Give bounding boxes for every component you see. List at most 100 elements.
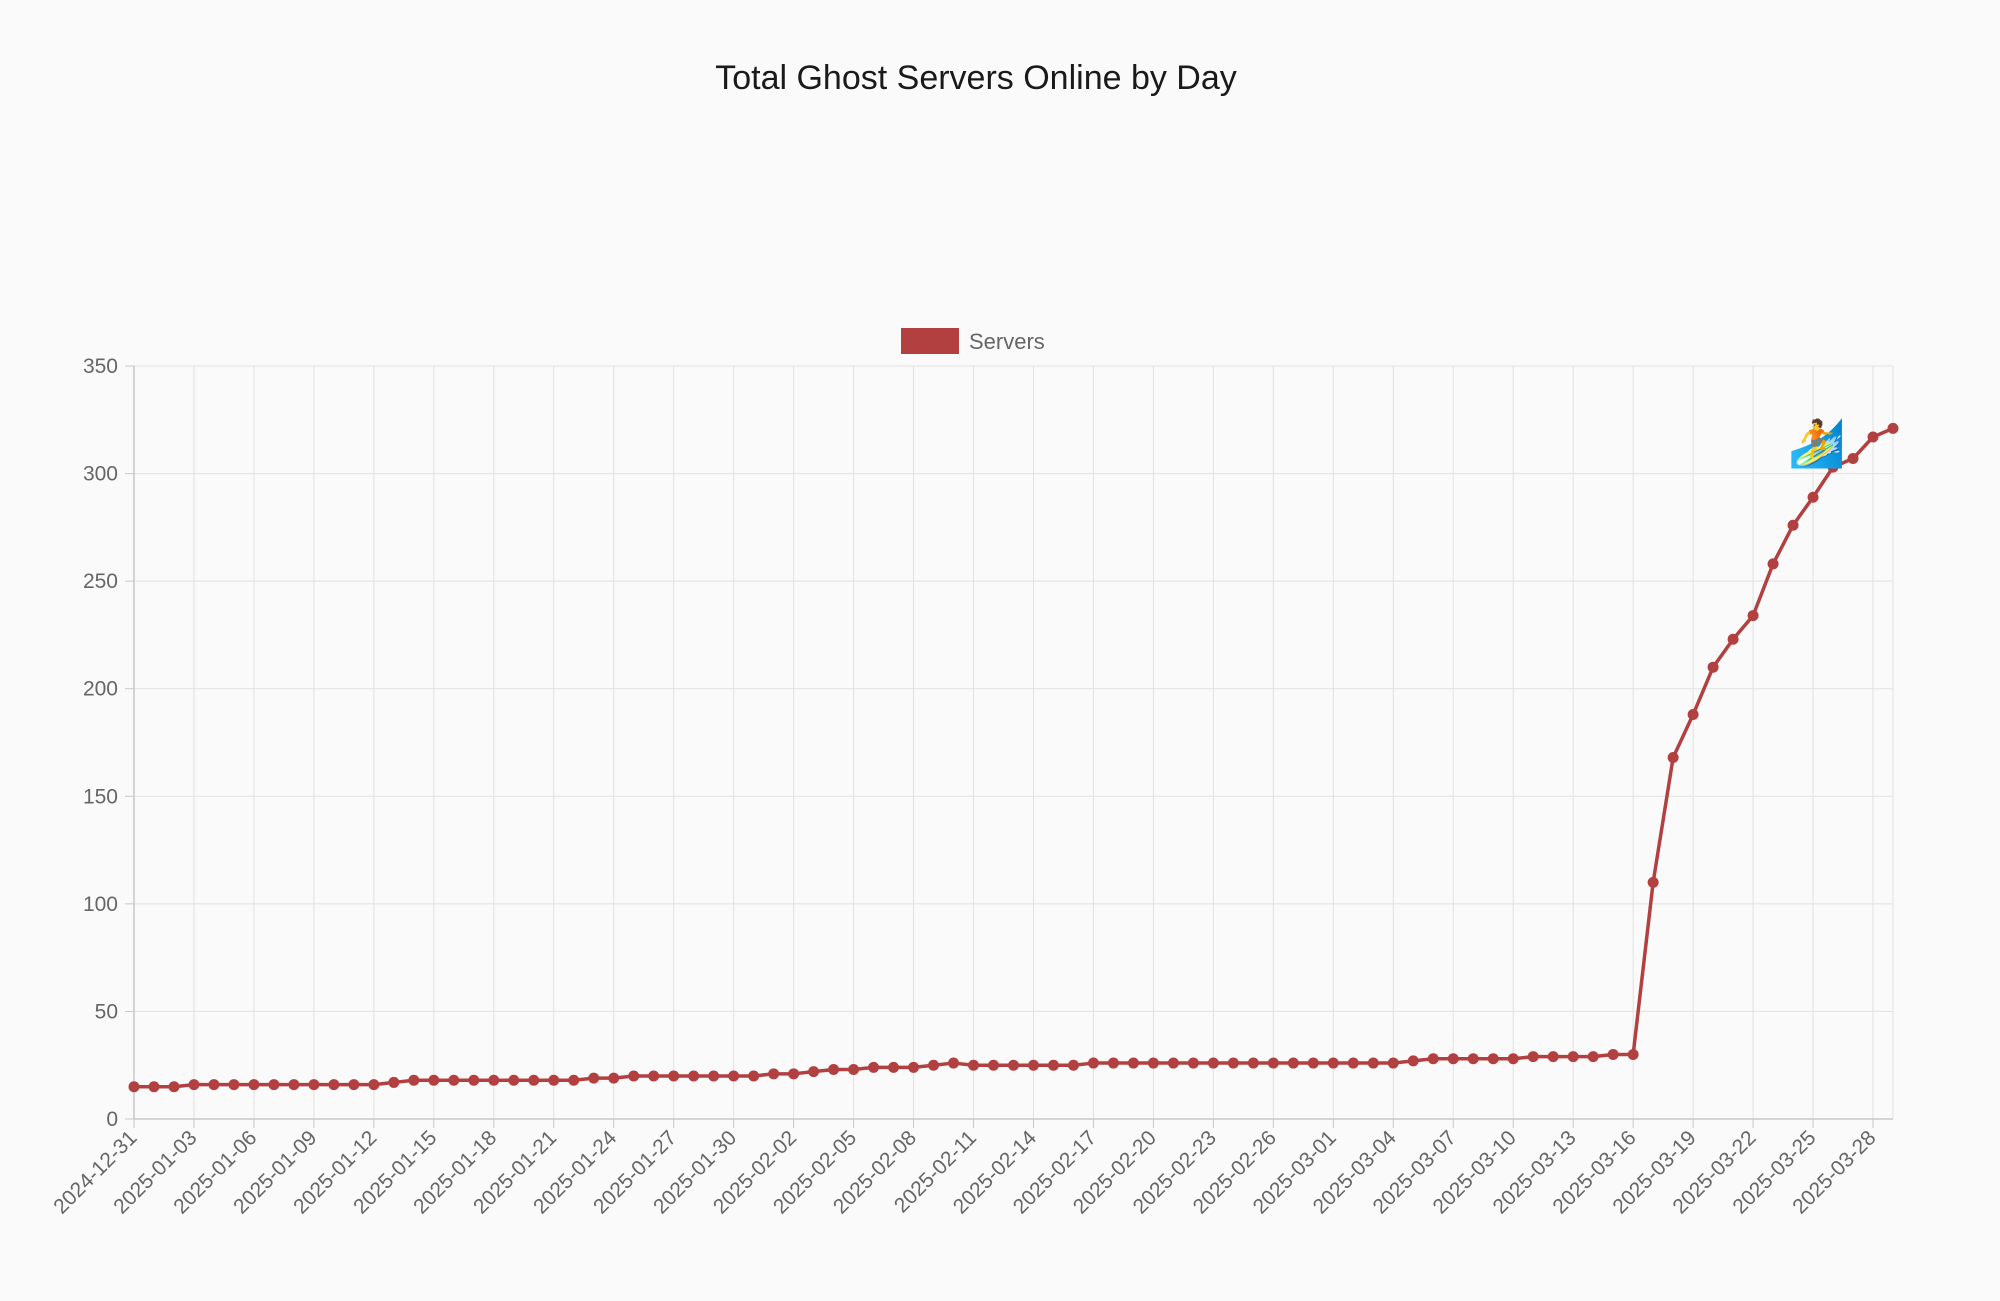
data-point[interactable]	[728, 1070, 740, 1082]
data-point[interactable]	[1247, 1057, 1259, 1069]
series-servers	[128, 422, 1899, 1093]
data-point[interactable]	[1347, 1057, 1359, 1069]
legend-label: Servers	[969, 329, 1045, 354]
y-tick-label: 350	[83, 355, 118, 378]
data-point[interactable]	[1367, 1057, 1379, 1069]
data-point[interactable]	[1847, 453, 1859, 465]
y-tick-label: 0	[106, 1108, 118, 1131]
data-point[interactable]	[1167, 1057, 1179, 1069]
data-point[interactable]	[1008, 1059, 1019, 1071]
data-point[interactable]	[388, 1076, 400, 1088]
data-point[interactable]	[128, 1081, 140, 1093]
data-point[interactable]	[1047, 1059, 1059, 1071]
data-point[interactable]	[568, 1074, 580, 1086]
data-point[interactable]	[1147, 1057, 1159, 1069]
data-point[interactable]	[1027, 1059, 1039, 1071]
data-point[interactable]	[208, 1079, 220, 1091]
data-point[interactable]	[448, 1074, 460, 1086]
data-point[interactable]	[1327, 1057, 1339, 1069]
data-point[interactable]	[1787, 519, 1799, 531]
data-point[interactable]	[228, 1079, 240, 1091]
data-point[interactable]	[1267, 1057, 1279, 1069]
data-point[interactable]	[1767, 558, 1779, 570]
data-point[interactable]	[508, 1074, 520, 1086]
data-point[interactable]	[168, 1081, 180, 1093]
data-point[interactable]	[1107, 1057, 1119, 1069]
legend[interactable]: Servers	[901, 328, 1045, 354]
data-point[interactable]	[908, 1061, 920, 1073]
data-point[interactable]	[1707, 661, 1719, 673]
data-point[interactable]	[668, 1070, 680, 1082]
data-point[interactable]	[1507, 1053, 1519, 1065]
data-point[interactable]	[1067, 1059, 1079, 1071]
data-point[interactable]	[1607, 1048, 1619, 1060]
data-point[interactable]	[828, 1064, 840, 1076]
data-point[interactable]	[288, 1079, 300, 1091]
data-point[interactable]	[928, 1059, 940, 1071]
data-point[interactable]	[1087, 1057, 1099, 1069]
data-point[interactable]	[608, 1072, 620, 1084]
data-point[interactable]	[968, 1059, 980, 1071]
data-point[interactable]	[848, 1064, 860, 1076]
data-point[interactable]	[548, 1074, 560, 1086]
data-point[interactable]	[348, 1079, 360, 1091]
data-point[interactable]	[868, 1061, 880, 1073]
data-point[interactable]	[408, 1074, 420, 1086]
data-point[interactable]	[488, 1074, 500, 1086]
data-point[interactable]	[1527, 1051, 1539, 1063]
data-point[interactable]	[1887, 422, 1899, 434]
axes	[125, 365, 1893, 1128]
data-point[interactable]	[328, 1079, 340, 1091]
data-point[interactable]	[308, 1079, 320, 1091]
data-point[interactable]	[1307, 1057, 1319, 1069]
data-point[interactable]	[808, 1066, 820, 1078]
data-point[interactable]	[1647, 876, 1659, 888]
data-point[interactable]	[1447, 1053, 1459, 1065]
data-point[interactable]	[1867, 431, 1879, 443]
data-point[interactable]	[628, 1070, 640, 1082]
data-point[interactable]	[748, 1070, 760, 1082]
data-point[interactable]	[1207, 1057, 1219, 1069]
data-point[interactable]	[1407, 1055, 1419, 1067]
data-point[interactable]	[1387, 1057, 1399, 1069]
data-point[interactable]	[948, 1057, 960, 1069]
data-point[interactable]	[1547, 1051, 1559, 1063]
data-point[interactable]	[888, 1061, 900, 1073]
data-point[interactable]	[1187, 1057, 1199, 1069]
grid	[133, 365, 1894, 1120]
data-point[interactable]	[688, 1070, 700, 1082]
data-point[interactable]	[1127, 1057, 1139, 1069]
data-point[interactable]	[988, 1059, 1000, 1071]
data-point[interactable]	[1747, 610, 1759, 622]
data-point[interactable]	[1727, 633, 1739, 645]
data-point[interactable]	[1587, 1051, 1599, 1063]
data-point[interactable]	[788, 1068, 800, 1080]
data-point[interactable]	[268, 1079, 280, 1091]
data-point[interactable]	[708, 1070, 720, 1082]
data-point[interactable]	[648, 1070, 660, 1082]
data-point[interactable]	[1427, 1053, 1439, 1065]
data-point[interactable]	[1567, 1051, 1579, 1063]
data-point[interactable]	[1667, 752, 1679, 764]
x-axis-ticks: 2024-12-312025-01-032025-01-062025-01-09…	[49, 1126, 1880, 1218]
data-point[interactable]	[368, 1079, 380, 1091]
data-point[interactable]	[1467, 1053, 1479, 1065]
data-point[interactable]	[148, 1081, 160, 1093]
data-point[interactable]	[188, 1079, 200, 1091]
y-tick-label: 150	[83, 785, 118, 808]
data-point[interactable]	[1287, 1057, 1299, 1069]
data-point[interactable]	[1227, 1057, 1239, 1069]
data-point[interactable]	[1827, 461, 1839, 473]
data-point[interactable]	[1687, 709, 1699, 721]
data-point[interactable]	[428, 1074, 440, 1086]
data-point[interactable]	[1487, 1053, 1499, 1065]
decoration: 🏄	[1788, 417, 1845, 470]
data-point[interactable]	[468, 1074, 480, 1086]
data-point[interactable]	[248, 1079, 260, 1091]
data-point[interactable]	[588, 1072, 600, 1084]
data-point[interactable]	[768, 1068, 780, 1080]
data-point[interactable]	[1627, 1048, 1639, 1060]
data-point[interactable]	[1807, 491, 1819, 503]
data-point[interactable]	[528, 1074, 540, 1086]
